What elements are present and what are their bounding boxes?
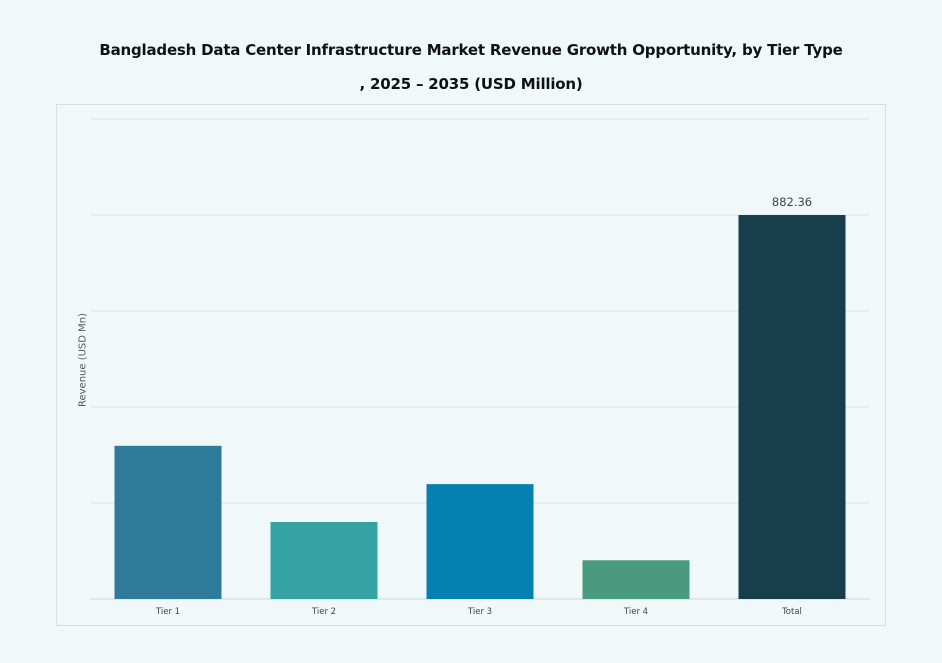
- x-tick-label: Total: [781, 607, 802, 617]
- chart-title-line-2: , 2025 – 2035 (USD Million): [359, 75, 583, 93]
- x-tick-label: Tier 2: [311, 607, 336, 617]
- bar-total: [738, 215, 846, 600]
- x-tick-label: Tier 4: [623, 607, 648, 617]
- chart-title-line-1: Bangladesh Data Center Infrastructure Ma…: [99, 41, 843, 59]
- bar-tier-4: [582, 560, 690, 599]
- data-label: 882.36: [772, 195, 812, 209]
- bar-tier-3: [426, 484, 534, 599]
- y-axis-label: Revenue (USD Mn): [77, 312, 89, 408]
- bar-tier-1: [114, 445, 222, 599]
- x-tick-label: Tier 1: [155, 607, 180, 617]
- bar-tier-2: [270, 521, 378, 599]
- x-tick-label: Tier 3: [467, 607, 492, 617]
